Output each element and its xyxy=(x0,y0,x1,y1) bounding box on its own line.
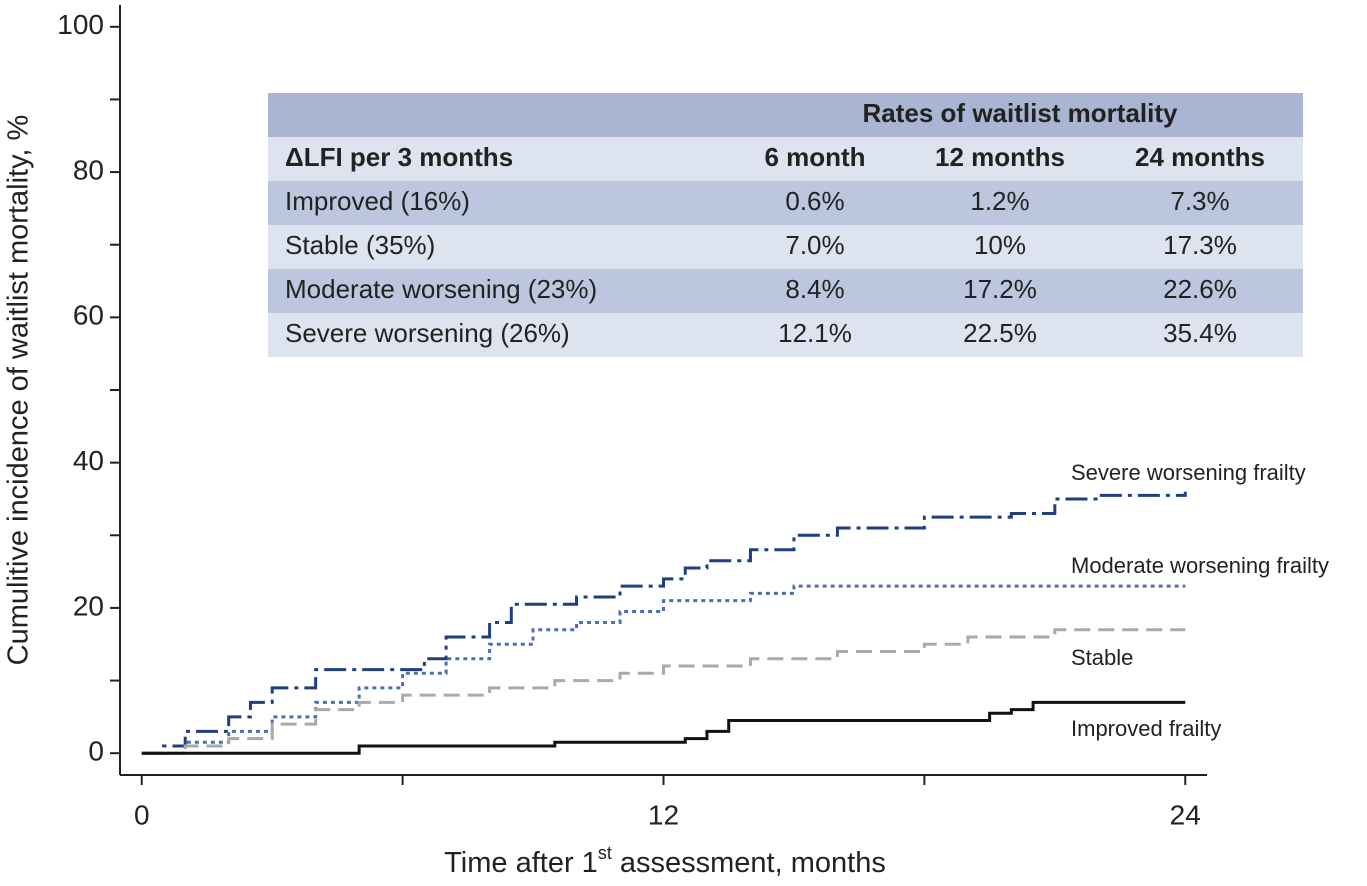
table-row xyxy=(268,225,1303,269)
table-cell: Moderate worsening (23%) xyxy=(285,274,597,304)
table-cell: 7.0% xyxy=(785,230,844,260)
table-cell: 8.4% xyxy=(785,274,844,304)
series-line xyxy=(141,491,1187,755)
table-cell: 7.3% xyxy=(1170,186,1229,216)
y-tick-label: 40 xyxy=(73,445,104,476)
series-line xyxy=(141,628,1186,755)
series-line xyxy=(141,700,1186,755)
x-tick-label: 12 xyxy=(648,799,679,830)
y-tick-label: 60 xyxy=(73,300,104,331)
x-label-part: Time after 1 xyxy=(444,847,598,879)
x-label-part: assessment, months xyxy=(612,847,886,879)
table-cell: 17.2% xyxy=(963,274,1037,304)
x-tick-label: 0 xyxy=(134,799,150,830)
table-cell: Improved (16%) xyxy=(285,186,470,216)
table-title: Rates of waitlist mortality xyxy=(863,98,1178,128)
table-cell: 17.3% xyxy=(1163,230,1237,260)
y-tick-label: 0 xyxy=(88,736,104,767)
y-tick-label: 100 xyxy=(57,9,104,40)
table-header-cell: ΔLFI per 3 months xyxy=(285,142,513,172)
table-header-cell: 6 month xyxy=(764,142,865,172)
series-line xyxy=(141,584,1186,755)
table-header-row xyxy=(268,137,1303,181)
x-tick-label: 24 xyxy=(1170,799,1201,830)
table-cell: 35.4% xyxy=(1163,318,1237,348)
series-label: Severe worsening frailty xyxy=(1071,460,1306,485)
table-cell: Stable (35%) xyxy=(285,230,435,260)
table-title-row xyxy=(268,93,1303,137)
table-row xyxy=(268,313,1303,357)
x-axis-label: Time after 1st assessment, months xyxy=(444,843,886,879)
table-header-cell: 12 months xyxy=(935,142,1065,172)
table-cell: 22.6% xyxy=(1163,274,1237,304)
series-label: Stable xyxy=(1071,645,1133,670)
y-axis-label: Cumulitive incidence of waitlist mortali… xyxy=(3,115,35,666)
table-cell: 22.5% xyxy=(963,318,1037,348)
table-cell: 12.1% xyxy=(778,318,852,348)
table-row xyxy=(268,269,1303,313)
y-tick-label: 20 xyxy=(73,590,104,621)
table-row xyxy=(268,181,1303,225)
y-tick-label: 80 xyxy=(73,154,104,185)
x-label-sup: st xyxy=(598,843,612,863)
table-cell: 10% xyxy=(974,230,1026,260)
table-header-cell: 24 months xyxy=(1135,142,1265,172)
series-label: Improved frailty xyxy=(1071,716,1221,741)
table-cell: 0.6% xyxy=(785,186,844,216)
series-label: Moderate worsening frailty xyxy=(1071,553,1329,578)
table-cell: Severe worsening (26%) xyxy=(285,318,570,348)
table-cell: 1.2% xyxy=(970,186,1029,216)
